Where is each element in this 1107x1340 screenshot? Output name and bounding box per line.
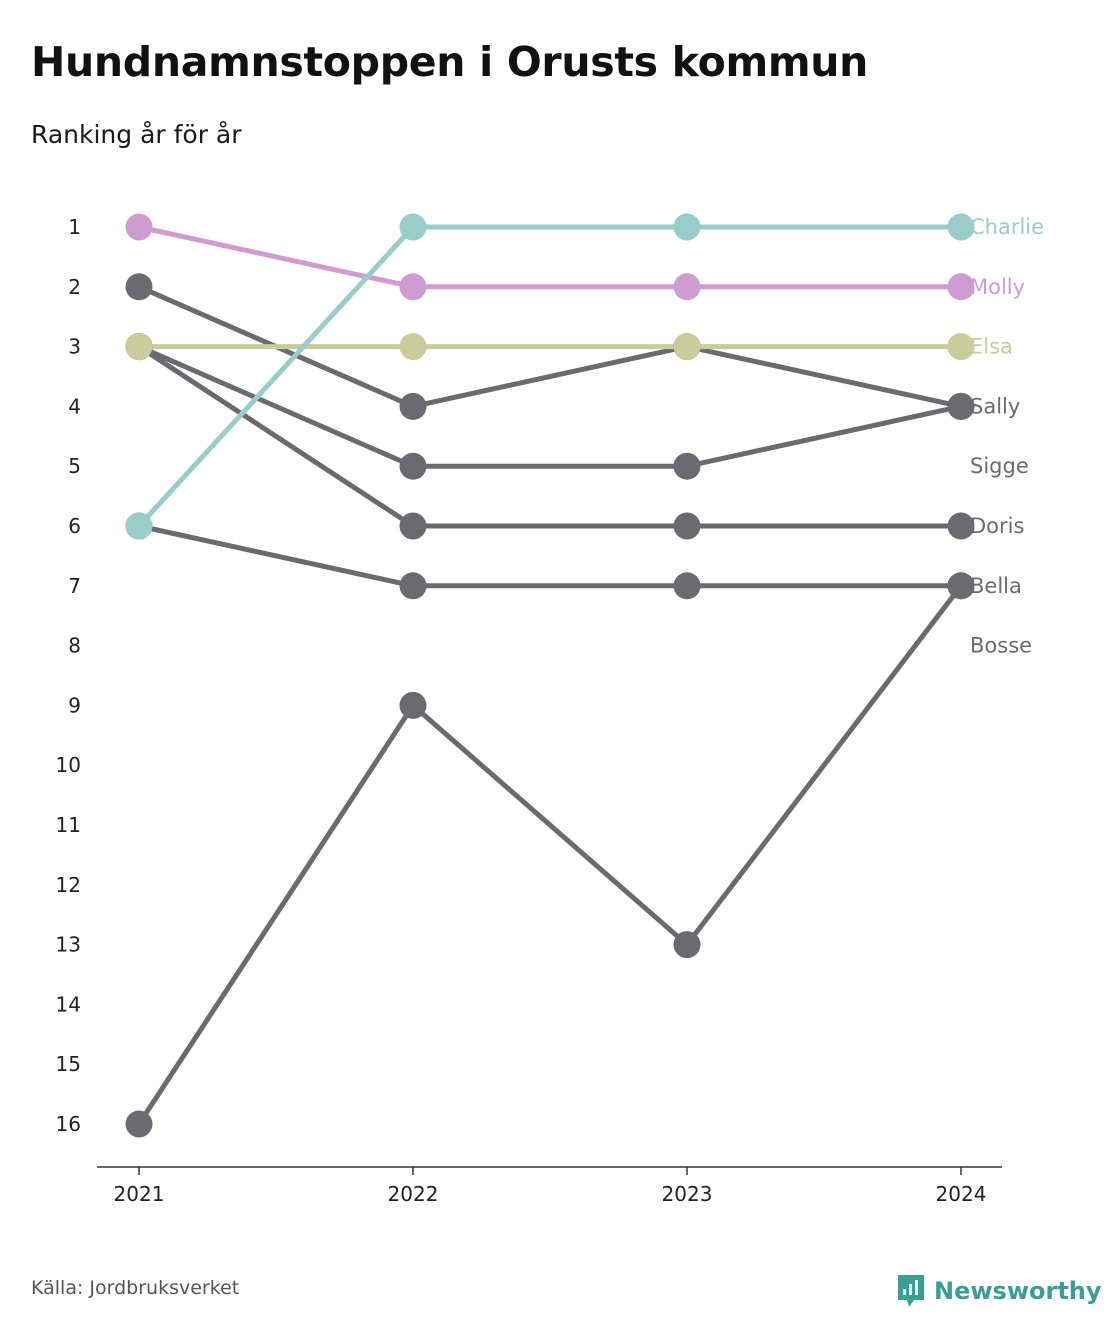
data-point-charlie [947, 213, 975, 241]
chart-subtitle: Ranking år för år [31, 120, 242, 149]
end-label-bosse: Bosse [970, 634, 1032, 658]
end-label-doris: Doris [970, 514, 1024, 538]
data-point-charlie [673, 213, 701, 241]
y-tick-label: 3 [68, 335, 81, 359]
end-label-bella: Bella [970, 574, 1022, 598]
y-tick-label: 5 [68, 454, 81, 478]
y-tick-label: 16 [56, 1112, 81, 1136]
data-point-elsa [673, 333, 701, 361]
end-label-sigge: Sigge [970, 454, 1029, 478]
y-tick-label: 8 [68, 634, 81, 658]
data-point-bella [947, 572, 975, 600]
y-tick-label: 14 [56, 992, 81, 1016]
data-point-elsa [125, 333, 153, 361]
brand-name: Newsworthy [934, 1277, 1102, 1305]
series-line-bella [136, 523, 964, 589]
y-tick-label: 1 [68, 215, 81, 239]
x-tick-label: 2022 [388, 1182, 439, 1206]
data-point-bella [673, 572, 701, 600]
y-tick-label: 11 [56, 813, 81, 837]
data-point-bosse [399, 691, 427, 719]
data-point-doris [399, 512, 427, 540]
x-tick-label: 2023 [662, 1182, 713, 1206]
end-labels: Charlie Molly Elsa Sally Sigge Doris Bella Boss… [970, 215, 1044, 658]
y-tick-label: 9 [68, 693, 81, 717]
brand-logo: Newsworthy [896, 1273, 1102, 1309]
series-line-doris [136, 344, 964, 529]
data-point-sally [125, 273, 153, 301]
y-tick-label: 2 [68, 275, 81, 299]
data-point-charlie [399, 213, 427, 241]
y-tick-label: 7 [68, 574, 81, 598]
data-point-sigge [399, 452, 427, 480]
data-point-molly [947, 273, 975, 301]
y-tick-label: 6 [68, 514, 81, 538]
end-label-charlie: Charlie [970, 215, 1044, 239]
x-tick-label: 2024 [936, 1182, 987, 1206]
chart-title: Hundnamnstoppen i Orusts kommun [31, 38, 869, 86]
data-point-elsa [399, 333, 427, 361]
y-tick-label: 4 [68, 394, 81, 418]
y-tick-label: 10 [56, 753, 81, 777]
series-line-bosse [136, 583, 964, 1127]
x-tick-label: 2021 [114, 1182, 165, 1206]
series-lines [136, 224, 964, 1127]
y-tick-label: 13 [56, 933, 81, 957]
y-tick-label: 15 [56, 1052, 81, 1076]
data-point-molly [673, 273, 701, 301]
series-line-molly [136, 224, 964, 290]
data-point-bosse [125, 1110, 153, 1138]
data-point-doris [673, 512, 701, 540]
end-label-sally: Sally [970, 394, 1020, 418]
source-note: Källa: Jordbruksverket [31, 1277, 240, 1299]
x-axis: 2021 2022 2023 2024 [97, 1166, 1002, 1206]
data-point-molly [125, 213, 153, 241]
series-points [125, 213, 975, 1138]
data-point-charlie [125, 512, 153, 540]
y-tick-label: 12 [56, 873, 81, 897]
end-label-elsa: Elsa [970, 335, 1013, 359]
data-point-sally [399, 392, 427, 420]
end-label-molly: Molly [970, 275, 1025, 299]
data-point-doris [947, 512, 975, 540]
series-line-sigge [136, 344, 964, 469]
data-point-sally [947, 392, 975, 420]
data-point-molly [399, 273, 427, 301]
data-point-bella [399, 572, 427, 600]
data-point-bosse [673, 931, 701, 959]
data-point-elsa [947, 333, 975, 361]
newsworthy-logo-icon [898, 1275, 924, 1307]
series-line-charlie [136, 224, 964, 529]
data-point-sigge [673, 452, 701, 480]
